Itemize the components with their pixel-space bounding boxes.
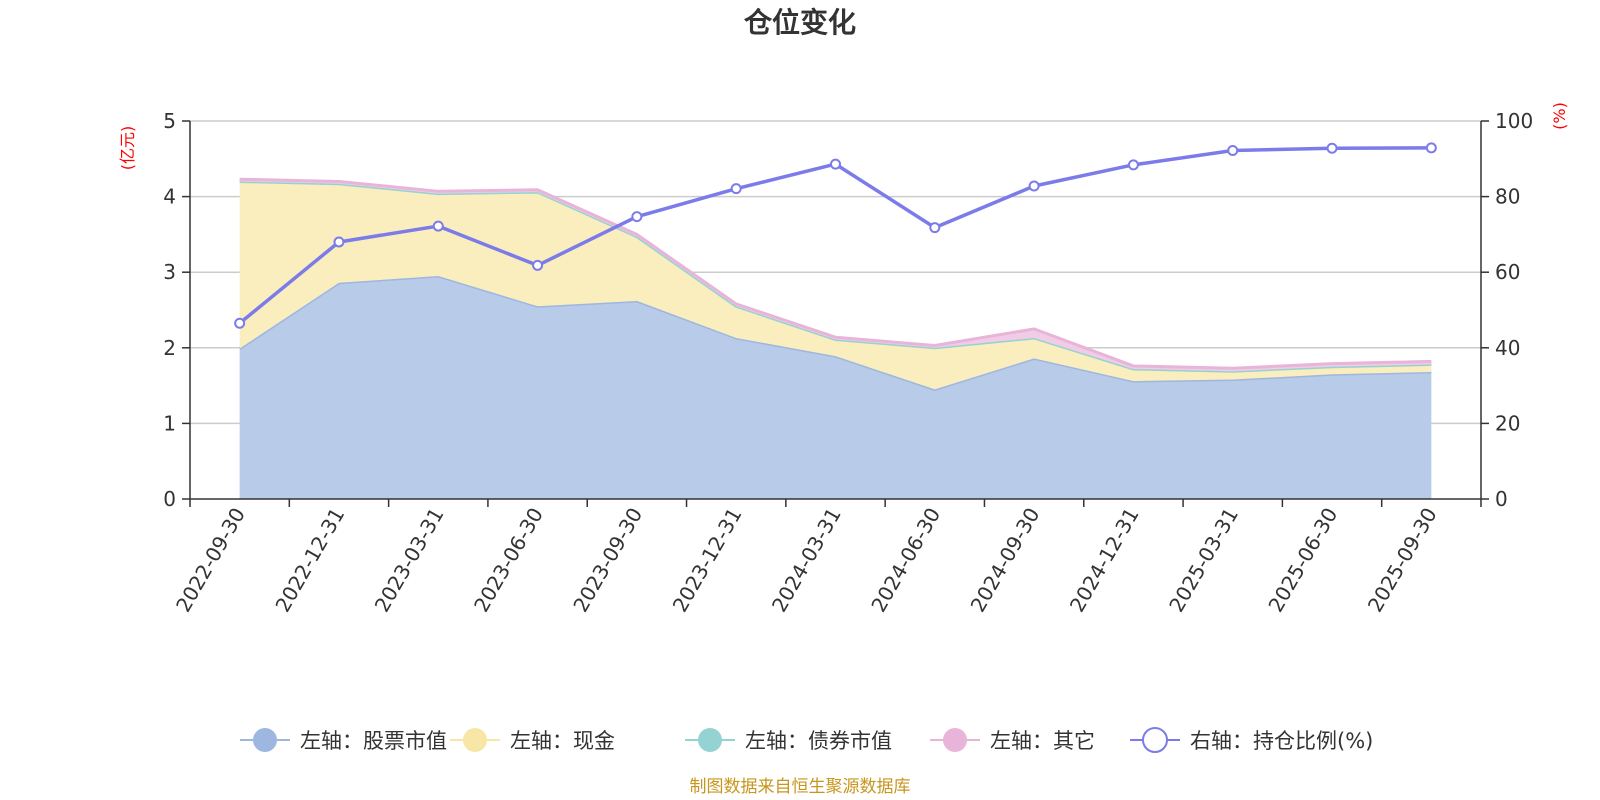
x-axis-tick-label: 2024-12-31 (1065, 504, 1144, 617)
left-axis-tick-label: 1 (163, 411, 176, 435)
stacked-areas (238, 177, 1432, 499)
x-axis-tick-label: 2025-09-30 (1363, 504, 1442, 617)
right-axis-tick-label: 0 (1495, 487, 1508, 511)
position-ratio-point (929, 222, 941, 234)
right-axis-tick-label: 100 (1495, 109, 1533, 133)
area-series-1 (239, 181, 1432, 390)
right-axis-tick-label: 60 (1495, 260, 1520, 284)
position-ratio-point (1326, 142, 1338, 154)
x-axis-tick-label: 2022-09-30 (171, 504, 250, 617)
x-axis-tick-label: 2025-06-30 (1263, 504, 1342, 617)
left-axis-tick-label: 3 (163, 260, 176, 284)
legend-item-2[interactable]: 左轴：债券市值 (685, 728, 892, 753)
area-series-0 (239, 275, 1432, 499)
x-axis-tick-label: 2024-03-31 (767, 504, 846, 617)
position-ratio-point (532, 259, 544, 271)
legend-marker (1142, 727, 1168, 753)
right-axis-tick-label: 40 (1495, 336, 1520, 360)
area-series-edge-3 (239, 177, 1432, 370)
legend-marker (943, 728, 967, 752)
position-ratio-line (234, 142, 1437, 329)
legend-label: 左轴：现金 (510, 729, 615, 753)
legend-item-4[interactable]: 右轴：持仓比例(%) (1130, 727, 1373, 753)
left-axis-tick-label: 2 (163, 336, 176, 360)
left-axis-tick-label: 5 (163, 109, 176, 133)
left-axis-tick-label: 0 (163, 487, 176, 511)
position-ratio-point (631, 211, 643, 223)
x-axis-tick-label: 2024-09-30 (966, 504, 1045, 617)
position-ratio-point (1425, 142, 1437, 154)
legend-item-3[interactable]: 左轴：其它 (930, 728, 1095, 753)
position-ratio-point (1028, 180, 1040, 192)
legend-item-0[interactable]: 左轴：股票市值 (240, 728, 447, 753)
x-axis-tick-label: 2024-06-30 (866, 504, 945, 617)
legend-label: 左轴：股票市值 (300, 729, 447, 753)
legend-label: 左轴：债券市值 (745, 729, 892, 753)
x-axis-tick-label: 2023-03-31 (370, 504, 449, 617)
position-ratio-point (1127, 159, 1139, 171)
legend-marker (698, 728, 722, 752)
x-axis-tick-label: 2023-12-31 (668, 504, 747, 617)
right-axis-unit: (%) (1550, 102, 1569, 130)
right-axis-tick-label: 20 (1495, 411, 1520, 435)
data-source-footer: 制图数据来自恒生聚源数据库 (690, 777, 911, 797)
legend-item-1[interactable]: 左轴：现金 (450, 728, 615, 753)
legend-marker (253, 728, 277, 752)
position-ratio-point (1227, 144, 1239, 156)
position-ratio-point (432, 220, 444, 232)
left-axis-unit: (亿元) (118, 126, 137, 171)
x-axis-tick-label: 2023-09-30 (568, 504, 647, 617)
right-axis-tick-label: 80 (1495, 185, 1520, 209)
chart-title: 仓位变化 (744, 6, 856, 39)
position-ratio-point (333, 236, 345, 248)
legend-label: 左轴：其它 (990, 729, 1095, 753)
legend-marker (463, 728, 487, 752)
legend-label: 右轴：持仓比例(%) (1190, 729, 1373, 753)
x-axis-tick-label: 2025-03-31 (1164, 504, 1243, 617)
position-ratio-point (830, 158, 841, 170)
position-ratio-point (730, 183, 742, 195)
position-ratio-point (234, 317, 246, 329)
x-axis-tick-label: 2023-06-30 (469, 504, 548, 617)
x-axis-tick-label: 2022-12-31 (270, 504, 349, 617)
left-axis-tick-label: 4 (163, 185, 176, 209)
legend[interactable]: 左轴：股票市值 左轴：现金 左轴：债券市值 左轴：其它 右轴：持仓比例(%) (240, 727, 1373, 753)
